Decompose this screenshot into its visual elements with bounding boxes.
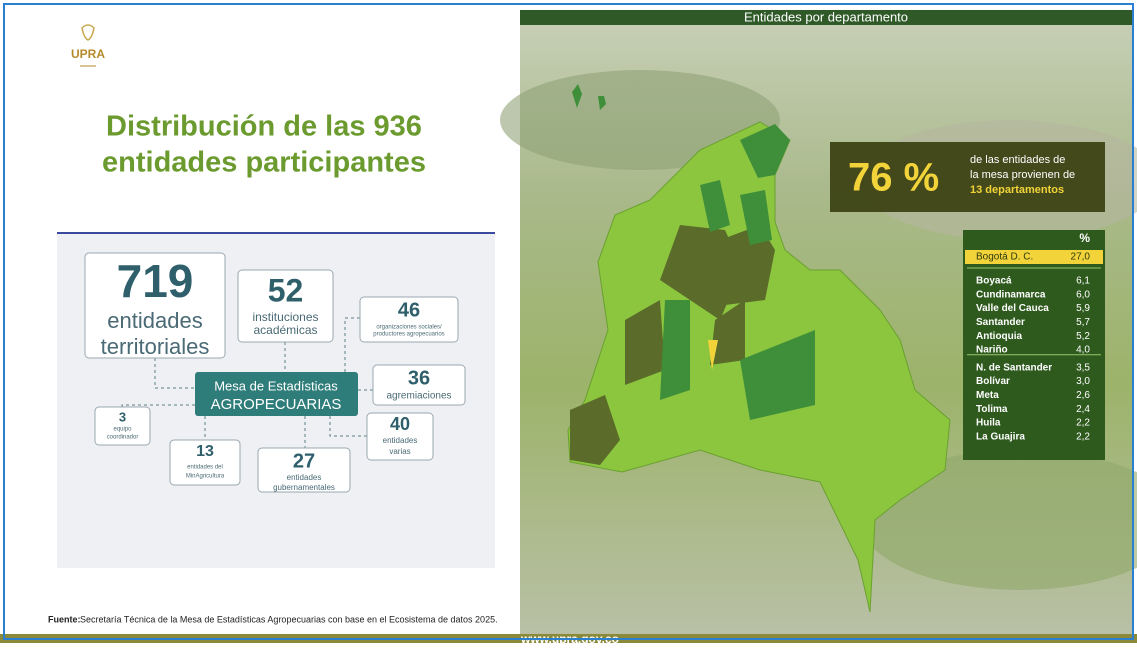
panel-title: Entidades por departamento: [744, 9, 908, 24]
table-value: 3,5: [1076, 362, 1090, 373]
item-label: instituciones: [252, 310, 318, 324]
table-value: 5,2: [1076, 331, 1090, 342]
page: Entidades por departamento 76 % de las e…: [0, 0, 1137, 643]
item-number: 719: [117, 255, 194, 307]
item-label: productores agropecuarios: [373, 332, 444, 338]
table-name: Valle del Cauca: [976, 303, 1049, 314]
table-name: Cundinamarca: [976, 289, 1046, 300]
table-name: N. de Santander: [976, 362, 1052, 373]
footer-url: www.upra.gov.co: [520, 632, 619, 643]
callout-value: 76 %: [848, 156, 939, 200]
table-name: Bogotá D. C.: [976, 252, 1033, 263]
item-number: 13: [196, 443, 214, 460]
table-value: 2,2: [1076, 418, 1090, 429]
item-number: 3: [119, 409, 126, 424]
table: % Bogotá D. C. 27,0 Boyacá 6,1 Cundinamarca 6…: [963, 230, 1105, 460]
center-text: Mesa de Estadísticas: [214, 378, 338, 393]
center-text: AGROPECUARIAS: [211, 396, 342, 413]
title: Distribución de las 936: [106, 111, 422, 143]
item-number: 40: [390, 414, 410, 434]
table-name: Tolima: [976, 404, 1008, 415]
table-name: Meta: [976, 390, 999, 401]
table-value: 6,1: [1076, 276, 1090, 287]
callout-text: de las entidades de: [970, 154, 1065, 166]
title: entidades participantes: [102, 147, 426, 179]
item-label: coordinador: [107, 435, 139, 441]
table-header: %: [1079, 231, 1090, 245]
table-name: Bolívar: [976, 376, 1010, 387]
item-label: entidades: [383, 436, 418, 445]
item-label: varias: [389, 447, 410, 456]
item-label: gubernamentales: [273, 483, 335, 492]
logo-text: UPRA: [71, 47, 105, 61]
table-name: Santander: [976, 317, 1025, 328]
table-value: 5,9: [1076, 303, 1090, 314]
item-label: entidades: [107, 308, 202, 333]
item-label: agremiaciones: [386, 391, 451, 402]
table-name: Boyacá: [976, 276, 1012, 287]
map-region: [660, 300, 690, 400]
table-value: 4,0: [1076, 345, 1090, 356]
source-label: Fuente:: [48, 614, 81, 624]
item-label: organizaciones sociales/: [376, 325, 442, 331]
item-number: 36: [408, 367, 430, 389]
item-label: territoriales: [101, 334, 210, 359]
item-number: 27: [293, 450, 315, 472]
item-label: entidades: [287, 473, 322, 482]
item-number: 52: [268, 272, 304, 308]
table-name: Huila: [976, 418, 1001, 429]
callout-highlight: 13 departamentos: [970, 184, 1064, 196]
source: Secretaría Técnica de la Mesa de Estadís…: [80, 614, 498, 624]
table-value: 2,4: [1076, 404, 1090, 415]
callout-text: la mesa provienen de: [970, 169, 1075, 181]
table-name: Antioquia: [976, 331, 1023, 342]
table-value: 5,7: [1076, 317, 1090, 328]
table-value: 2,6: [1076, 390, 1090, 401]
item-number: 46: [398, 299, 420, 321]
table-name: La Guajira: [976, 431, 1025, 442]
slide: Entidades por departamento 76 % de las e…: [0, 0, 1137, 643]
table-name: Nariño: [976, 345, 1008, 356]
item-label: entidades del: [187, 465, 223, 471]
item-label: MinAgricultura: [186, 474, 225, 480]
table-value: 2,2: [1076, 431, 1090, 442]
table-value: 27,0: [1071, 252, 1091, 263]
table-value: 6,0: [1076, 289, 1090, 300]
item-label: equipo: [113, 427, 132, 433]
table-value: 3,0: [1076, 376, 1090, 387]
item-label: académicas: [253, 323, 317, 337]
